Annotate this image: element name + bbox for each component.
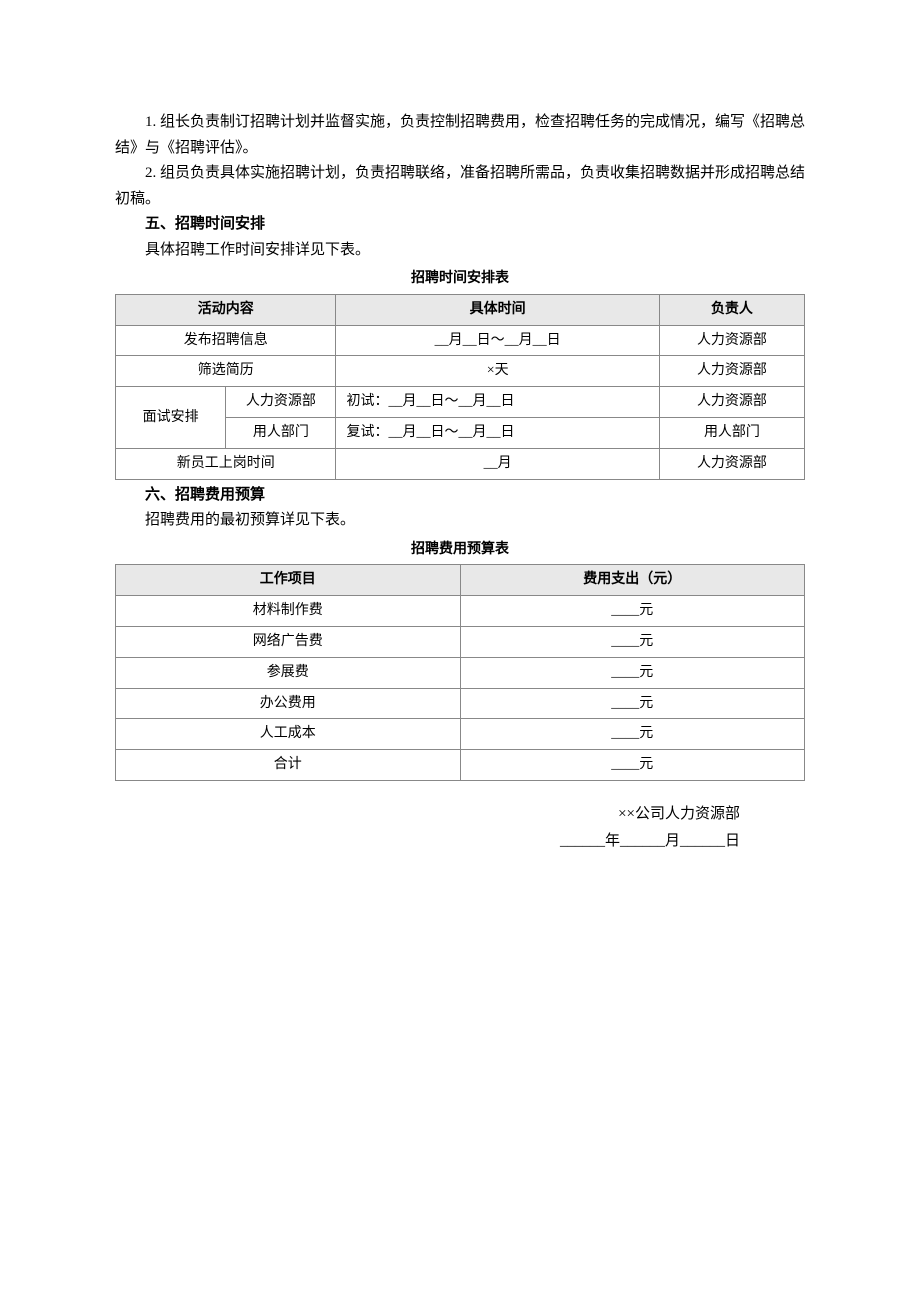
cell-item: 参展费 bbox=[116, 657, 461, 688]
table-row: 筛选简历 ×天 人力资源部 bbox=[116, 356, 805, 387]
table-row: 面试安排 人力资源部 初试：__月__日～__月__日 人力资源部 bbox=[116, 387, 805, 418]
section-5-heading: 五、招聘时间安排 bbox=[115, 212, 805, 238]
cell-cost: ____元 bbox=[460, 719, 805, 750]
cell-cost: ____元 bbox=[460, 596, 805, 627]
cell-time: __月 bbox=[336, 448, 659, 479]
table-row: 网络广告费 ____元 bbox=[116, 626, 805, 657]
table-header-row: 活动内容 具体时间 负责人 bbox=[116, 294, 805, 325]
section-6-heading: 六、招聘费用预算 bbox=[115, 483, 805, 509]
section-5-intro: 具体招聘工作时间安排详见下表。 bbox=[115, 238, 805, 264]
table-row: 合计 ____元 bbox=[116, 750, 805, 781]
table-row: 材料制作费 ____元 bbox=[116, 596, 805, 627]
col-cost: 费用支出（元） bbox=[460, 565, 805, 596]
signature-date: ______年______月______日 bbox=[115, 828, 740, 855]
cell-dept: 人力资源部 bbox=[226, 387, 336, 418]
cell-item: 办公费用 bbox=[116, 688, 461, 719]
cell-owner: 人力资源部 bbox=[659, 387, 804, 418]
cell-cost: ____元 bbox=[460, 626, 805, 657]
cell-activity: 筛选简历 bbox=[116, 356, 336, 387]
schedule-table: 活动内容 具体时间 负责人 发布招聘信息 __月__日～__月__日 人力资源部… bbox=[115, 294, 805, 480]
cell-cost: ____元 bbox=[460, 750, 805, 781]
cell-cost: ____元 bbox=[460, 657, 805, 688]
table-row: 办公费用 ____元 bbox=[116, 688, 805, 719]
paragraph-2: 2. 组员负责具体实施招聘计划，负责招聘联络，准备招聘所需品，负责收集招聘数据并… bbox=[115, 161, 805, 212]
signature-block: ××公司人力资源部 ______年______月______日 bbox=[115, 801, 805, 855]
schedule-table-caption: 招聘时间安排表 bbox=[115, 267, 805, 291]
cell-owner: 人力资源部 bbox=[659, 448, 804, 479]
budget-table-caption: 招聘费用预算表 bbox=[115, 538, 805, 562]
cell-item: 人工成本 bbox=[116, 719, 461, 750]
section-6-intro: 招聘费用的最初预算详见下表。 bbox=[115, 508, 805, 534]
cell-time: 复试：__月__日～__月__日 bbox=[336, 417, 659, 448]
cell-time: ×天 bbox=[336, 356, 659, 387]
cell-item: 网络广告费 bbox=[116, 626, 461, 657]
table-row: 参展费 ____元 bbox=[116, 657, 805, 688]
col-item: 工作项目 bbox=[116, 565, 461, 596]
col-owner: 负责人 bbox=[659, 294, 804, 325]
document-content: 1. 组长负责制订招聘计划并监督实施，负责控制招聘费用，检查招聘任务的完成情况，… bbox=[115, 110, 805, 855]
cell-activity: 新员工上岗时间 bbox=[116, 448, 336, 479]
cell-cost: ____元 bbox=[460, 688, 805, 719]
cell-owner: 用人部门 bbox=[659, 417, 804, 448]
cell-time: __月__日～__月__日 bbox=[336, 325, 659, 356]
cell-owner: 人力资源部 bbox=[659, 356, 804, 387]
cell-item: 合计 bbox=[116, 750, 461, 781]
col-time: 具体时间 bbox=[336, 294, 659, 325]
cell-activity: 发布招聘信息 bbox=[116, 325, 336, 356]
table-header-row: 工作项目 费用支出（元） bbox=[116, 565, 805, 596]
table-row: 新员工上岗时间 __月 人力资源部 bbox=[116, 448, 805, 479]
paragraph-1: 1. 组长负责制订招聘计划并监督实施，负责控制招聘费用，检查招聘任务的完成情况，… bbox=[115, 110, 805, 161]
table-row: 人工成本 ____元 bbox=[116, 719, 805, 750]
cell-time: 初试：__月__日～__月__日 bbox=[336, 387, 659, 418]
budget-table: 工作项目 费用支出（元） 材料制作费 ____元 网络广告费 ____元 参展费… bbox=[115, 564, 805, 781]
cell-interview-label: 面试安排 bbox=[116, 387, 226, 449]
col-activity: 活动内容 bbox=[116, 294, 336, 325]
cell-item: 材料制作费 bbox=[116, 596, 461, 627]
signature-company: ××公司人力资源部 bbox=[115, 801, 740, 828]
cell-owner: 人力资源部 bbox=[659, 325, 804, 356]
cell-dept: 用人部门 bbox=[226, 417, 336, 448]
table-row: 发布招聘信息 __月__日～__月__日 人力资源部 bbox=[116, 325, 805, 356]
